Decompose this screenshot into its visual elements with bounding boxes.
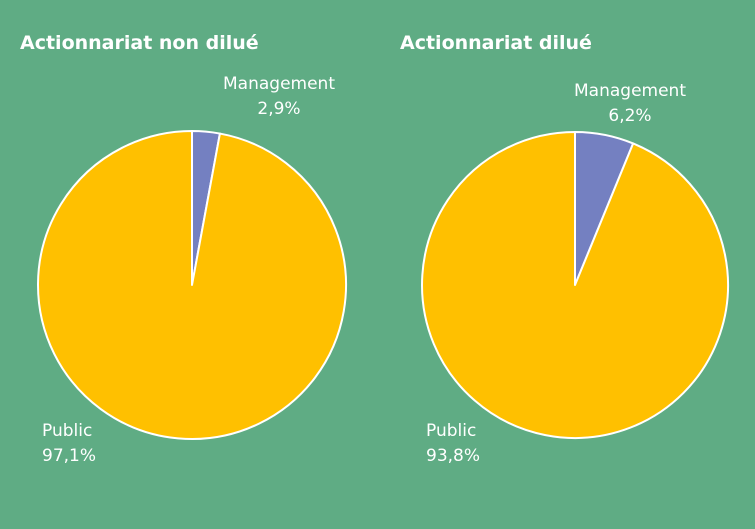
chart-title-dilue: Actionnariat dilué <box>400 32 592 54</box>
pie-non-dilue <box>37 130 347 440</box>
chart-title-non-dilue: Actionnariat non dilué <box>20 32 259 54</box>
slice-label-management: Management <box>574 81 686 101</box>
slice-label-management: Management <box>223 74 335 94</box>
pie-slice-public <box>37 130 347 440</box>
pie-slice-public <box>421 131 729 439</box>
slice-value-management: 2,9% <box>257 99 300 119</box>
slice-value-management: 6,2% <box>608 106 651 126</box>
slice-label-public: Public <box>42 421 92 441</box>
slice-label-public: Public <box>426 421 476 441</box>
pie-dilue <box>421 131 729 439</box>
slice-value-public: 97,1% <box>42 446 96 466</box>
slice-value-public: 93,8% <box>426 446 480 466</box>
